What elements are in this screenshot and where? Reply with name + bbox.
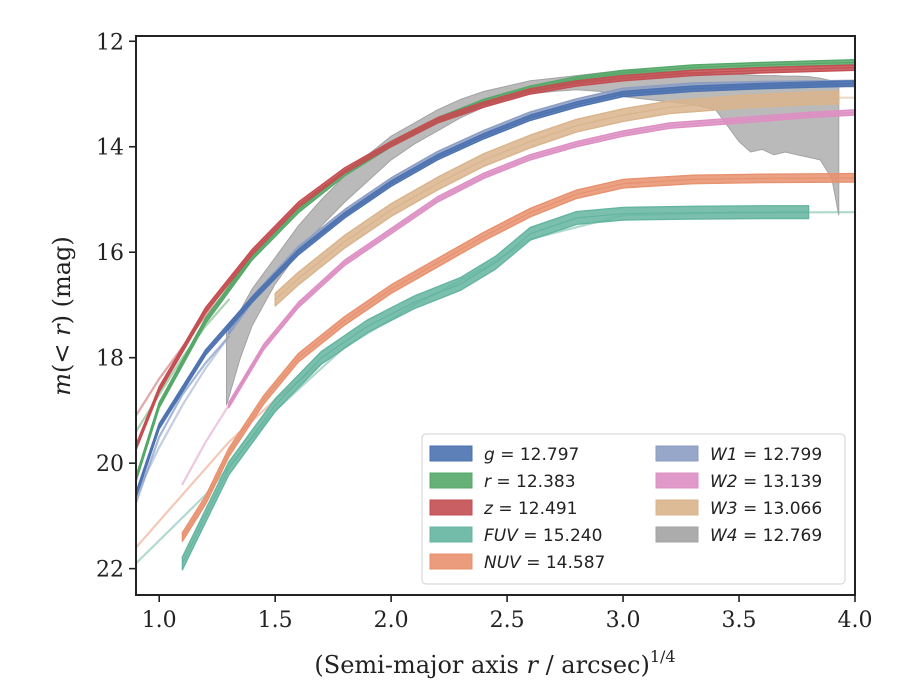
legend-item-fuv: FUV = 15.240 — [429, 526, 602, 546]
legend-label: W3 = 13.066 — [710, 499, 822, 519]
series-z-band — [136, 64, 855, 451]
y-tick-label: 18 — [96, 347, 124, 372]
x-axis-title: (Semi-major axis r / arcsec)1/4 — [314, 647, 675, 679]
y-tick-label: 20 — [96, 452, 124, 477]
legend-label: W1 = 12.799 — [710, 445, 822, 465]
y-axis-title: m(< r) (mag) — [48, 236, 76, 396]
legend: g = 12.797 r = 12.383 z = 12.491 FUV = 15.2… — [421, 433, 846, 585]
x-tick-label: 2.5 — [490, 608, 525, 633]
series-w2-line — [228, 111, 855, 406]
series-w3-line — [274, 97, 839, 301]
legend-swatch — [429, 526, 473, 543]
legend-label: W4 = 12.769 — [710, 526, 822, 546]
x-tick-label: 2.0 — [374, 608, 409, 633]
y-tick-label: 22 — [96, 558, 124, 583]
legend-item-g: g = 12.797 — [429, 445, 579, 465]
legend-swatch — [655, 472, 699, 489]
legend-item-w4: W4 = 12.769 — [655, 526, 822, 546]
legend-swatch — [655, 499, 699, 516]
series-nuv-line — [181, 177, 855, 538]
legend-item-w3: W3 = 13.066 — [655, 499, 822, 519]
x-tick-label: 1.0 — [142, 608, 177, 633]
legend-item-w2: W2 = 13.139 — [655, 472, 822, 492]
legend-swatch — [655, 526, 699, 543]
legend-label: g = 12.797 — [484, 445, 579, 465]
series-g-faint-line — [136, 335, 230, 504]
legend-swatch — [429, 445, 473, 462]
series-layer — [136, 59, 855, 571]
legend-swatch — [429, 499, 473, 516]
series-fuv-line — [181, 211, 809, 564]
legend-label: FUV = 15.240 — [484, 526, 602, 546]
legend-label: NUV = 14.587 — [484, 553, 605, 573]
series-g-line — [136, 82, 855, 495]
x-tick-label: 4.0 — [838, 608, 873, 633]
x-tick-label: 1.5 — [258, 608, 293, 633]
series-w2-faint-line — [181, 404, 230, 486]
legend-label: r = 12.383 — [484, 472, 576, 492]
y-tick-label: 12 — [96, 30, 124, 55]
x-tick-label: 3.5 — [722, 608, 757, 633]
x-tick-label: 3.0 — [606, 608, 641, 633]
legend-label: W2 = 13.139 — [710, 472, 822, 492]
series-w3-band — [274, 90, 840, 307]
legend-label: z = 12.491 — [483, 499, 577, 519]
legend-swatch — [655, 445, 699, 462]
y-tick-label: 14 — [96, 136, 124, 161]
legend-item-r: r = 12.383 — [429, 472, 576, 492]
legend-item-z: z = 12.491 — [429, 499, 577, 519]
ticks-layer: 1.0 1.5 2.0 2.5 3.0 3.5 4.0 12 14 16 18 20 22 — [96, 30, 873, 633]
series-nuv-band — [181, 172, 855, 542]
legend-item-w1: W1 = 12.799 — [655, 445, 822, 465]
series-fuv-band — [181, 205, 810, 571]
series-g-band — [136, 80, 855, 499]
y-tick-label: 16 — [96, 241, 124, 266]
plot-frame — [135, 35, 856, 596]
series-w1-faint-line — [136, 335, 230, 496]
legend-swatch — [429, 472, 473, 489]
series-z-line — [136, 67, 855, 448]
legend-box — [421, 433, 846, 585]
legend-item-nuv: NUV = 14.587 — [429, 553, 605, 573]
series-w2-band — [228, 109, 855, 409]
legend-swatch — [429, 553, 473, 570]
